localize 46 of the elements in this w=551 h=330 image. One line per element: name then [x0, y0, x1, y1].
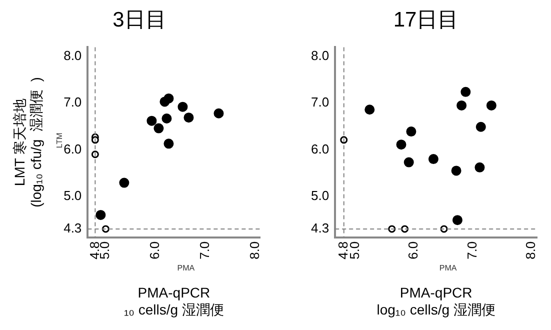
point	[154, 123, 164, 134]
y-tick-label: 4.3	[64, 220, 82, 236]
y-tick-label: 5.0	[64, 188, 82, 203]
x-tick-label: 6.0	[146, 241, 162, 260]
point	[460, 86, 471, 97]
point	[396, 140, 406, 150]
y-axis-title: LMT 寒天培地 (log₁₀ cfu/g 湿潤便 )	[11, 77, 44, 208]
y-tick-label: 8.0	[64, 48, 82, 64]
point	[146, 116, 157, 126]
y-tick-label: 6.0	[64, 141, 82, 156]
y-tick-label: 6.0	[310, 141, 330, 156]
point	[184, 112, 194, 123]
point	[474, 162, 485, 172]
chart-title: 17日目	[393, 8, 459, 32]
point	[364, 104, 375, 115]
point	[428, 154, 438, 164]
x-axis-title: PMA-qPCR ₁₀ cells/g 湿潤便	[124, 284, 224, 318]
point	[178, 102, 188, 112]
point	[456, 100, 467, 110]
x-tick-label: 8.0	[522, 241, 538, 260]
y-tick-label: 8.0	[310, 48, 330, 64]
point	[476, 122, 486, 132]
y-tick-label: 7.0	[310, 94, 330, 110]
x-axis-title: PMA-qPCR log₁₀ cells/g 湿潤便	[376, 284, 496, 318]
x-tick-label: 7.0	[196, 241, 212, 260]
text: PMA	[439, 264, 458, 273]
x-tick-label: 6.0	[406, 241, 421, 260]
point	[164, 138, 174, 149]
point	[164, 93, 174, 104]
point	[162, 114, 172, 124]
point	[119, 178, 130, 188]
point	[96, 210, 106, 220]
y-tick-label: 7.0	[64, 94, 82, 110]
y-tick-label: 4.3	[310, 220, 330, 236]
text: PMA	[177, 264, 196, 273]
point	[404, 157, 414, 168]
y-tick-label: 5.0	[310, 188, 330, 203]
point	[452, 215, 462, 226]
text: LTM	[54, 132, 64, 148]
x-tick-label: 8.0	[246, 241, 262, 260]
point	[451, 166, 462, 176]
point	[486, 100, 496, 110]
point	[214, 108, 224, 118]
x-tick-label: 7.0	[464, 241, 480, 260]
chart-title: 3日目	[112, 8, 166, 32]
point	[406, 126, 416, 137]
